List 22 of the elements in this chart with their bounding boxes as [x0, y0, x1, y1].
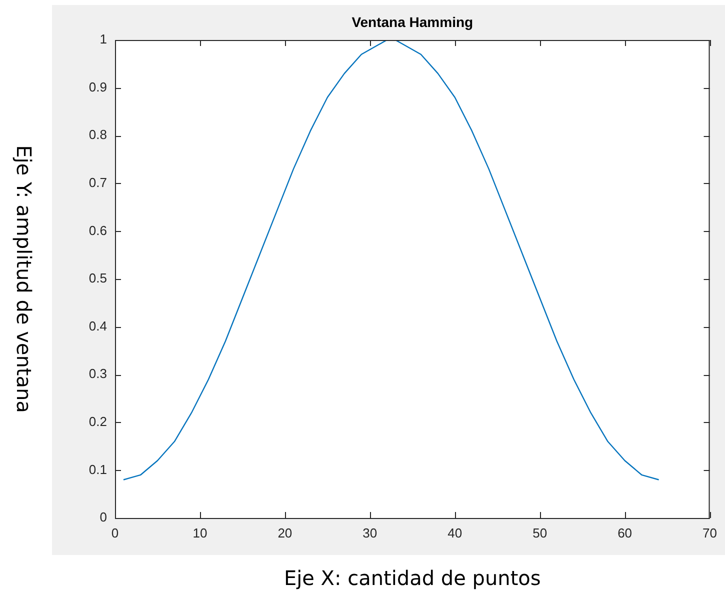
x-tick-label: 70	[702, 525, 718, 540]
y-tick-label: 0.3	[88, 366, 107, 382]
y-tick-label: 0	[100, 510, 107, 525]
y-tick-label: 0.7	[88, 174, 107, 190]
x-tick-label: 50	[532, 525, 548, 540]
y-tick-label: 0.5	[88, 270, 107, 286]
y-tick-label: 0.2	[88, 414, 107, 429]
chart-title: Ventana Hamming	[352, 14, 474, 30]
x-tick-label: 60	[618, 525, 632, 540]
x-tick-label: 0	[111, 525, 119, 540]
y-tick-label: 0.4	[88, 318, 107, 334]
y-tick-label: 0.8	[88, 127, 107, 142]
x-tick-label: 10	[192, 525, 208, 540]
x-tick-label: 30	[362, 525, 378, 540]
y-axis-title: Eje Y: amplitud de ventana	[12, 145, 36, 413]
y-tick-label: 0.9	[88, 79, 107, 94]
y-tick-label: 1	[100, 32, 107, 47]
y-tick-label: 0.1	[88, 462, 107, 477]
x-tick-label: 20	[278, 525, 292, 540]
x-tick-label: 40	[448, 525, 462, 540]
y-tick-label: 0.6	[88, 222, 107, 238]
x-axis-title: Eje X: cantidad de puntos	[284, 566, 541, 590]
